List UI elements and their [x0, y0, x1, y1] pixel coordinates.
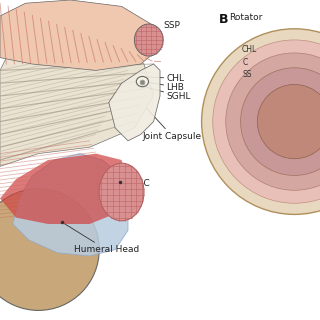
Text: Rotator: Rotator [229, 13, 262, 22]
Text: C: C [242, 58, 247, 67]
Circle shape [202, 29, 320, 214]
Text: B: B [219, 13, 229, 26]
Ellipse shape [136, 76, 148, 87]
Text: LHB: LHB [145, 82, 184, 92]
Text: SSP: SSP [157, 21, 180, 32]
Polygon shape [0, 154, 128, 224]
Polygon shape [0, 0, 160, 70]
Ellipse shape [99, 163, 144, 221]
Circle shape [241, 68, 320, 175]
Circle shape [257, 84, 320, 159]
Ellipse shape [0, 189, 99, 310]
Circle shape [213, 40, 320, 203]
Polygon shape [0, 26, 154, 166]
Polygon shape [109, 64, 160, 141]
Polygon shape [13, 154, 128, 256]
Text: Joint Capsule: Joint Capsule [142, 109, 202, 140]
Ellipse shape [134, 24, 163, 56]
Text: CHL: CHL [146, 74, 184, 83]
Text: SS: SS [242, 70, 252, 79]
Text: SGHL: SGHL [143, 86, 191, 100]
Circle shape [226, 53, 320, 190]
Text: uculus Obliquus: uculus Obliquus [2, 15, 74, 24]
Text: SSC: SSC [120, 179, 150, 188]
Text: Humeral Head: Humeral Head [62, 222, 139, 254]
Text: CHL: CHL [242, 45, 257, 54]
